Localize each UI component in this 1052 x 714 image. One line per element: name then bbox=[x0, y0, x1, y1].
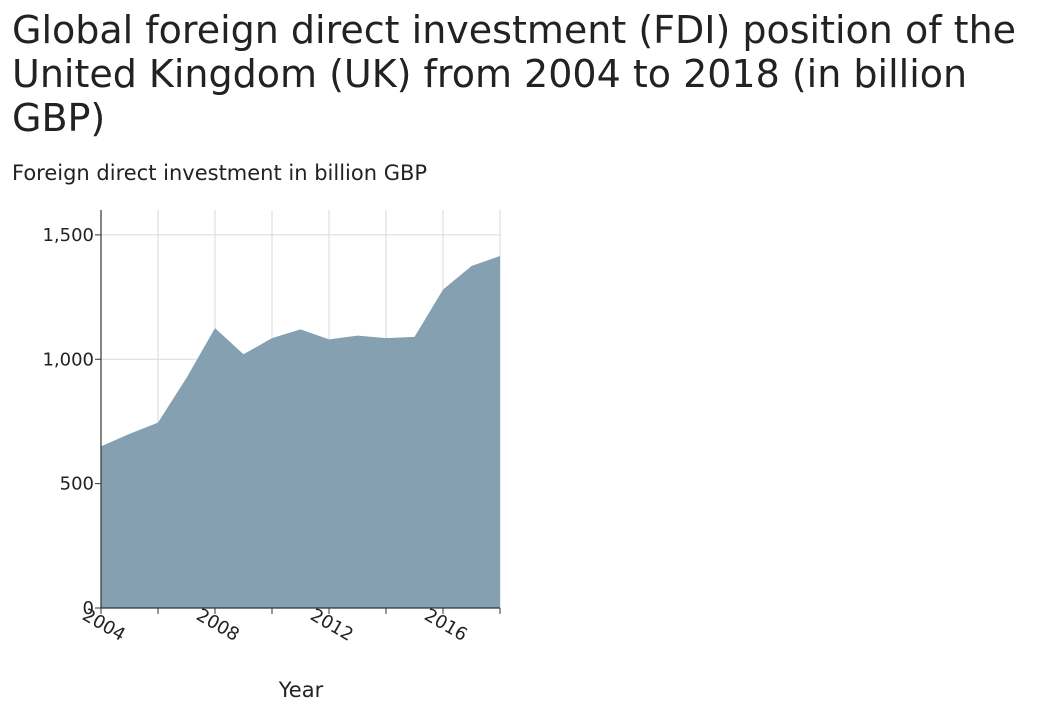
y-tick-label: 500 bbox=[60, 474, 94, 495]
x-axis-label: Year bbox=[278, 678, 324, 702]
x-tick-label: 2008 bbox=[193, 605, 243, 646]
area-layer bbox=[101, 256, 500, 608]
x-ticks: 2004 2008 2012 2016 bbox=[79, 605, 501, 646]
y-tick-label: 0 bbox=[83, 598, 94, 619]
axes bbox=[100, 210, 500, 609]
chart-title: Global foreign direct investment (FDI) p… bbox=[12, 8, 1017, 140]
y-axis-label: Foreign direct investment in billion GBP bbox=[12, 161, 427, 185]
y-tick-label: 1,500 bbox=[42, 225, 94, 246]
y-ticks: 0 500 1,000 1,500 bbox=[42, 225, 101, 619]
y-tick-label: 1,000 bbox=[42, 349, 94, 370]
area-series bbox=[101, 256, 500, 608]
x-tick-label: 2012 bbox=[307, 605, 357, 646]
x-tick-label: 2016 bbox=[421, 605, 471, 646]
